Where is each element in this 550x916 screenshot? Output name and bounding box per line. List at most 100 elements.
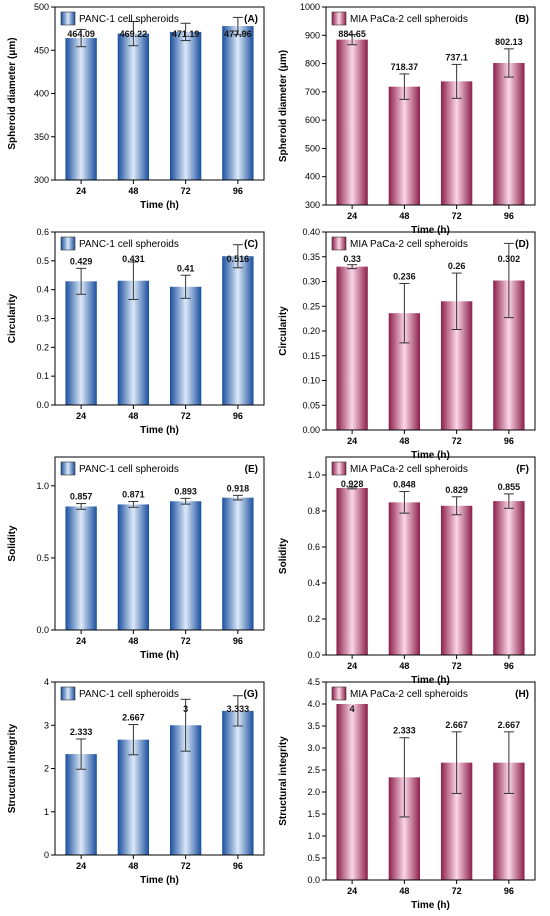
- y-tick-label: 0: [44, 850, 49, 860]
- x-axis-label: Time (h): [411, 900, 450, 911]
- bar: [336, 39, 368, 206]
- data-label: 0.871: [122, 490, 145, 500]
- y-tick-label: 0.10: [302, 376, 320, 386]
- panel-letter: (F): [516, 464, 529, 475]
- legend-swatch: [331, 236, 347, 251]
- x-tick-label: 72: [181, 861, 191, 871]
- y-tick-label: 0.00: [302, 425, 320, 435]
- x-axis-label: Time (h): [411, 675, 450, 686]
- data-label: 2.667: [498, 720, 521, 730]
- y-tick-label: 4.5: [307, 677, 320, 687]
- x-tick-label: 96: [504, 886, 514, 896]
- x-tick-label: 96: [504, 436, 514, 446]
- data-label: 0.893: [174, 486, 197, 496]
- y-tick-label: 3.0: [307, 743, 320, 753]
- data-label: 737.1: [445, 52, 468, 62]
- legend-swatch: [331, 686, 347, 701]
- panel-c: 0.429 24 0.431 48 0.41 72 0.516 96 0.0 0.1 0.2 0.3 0…: [7, 227, 265, 436]
- panel-b: 884.65 24 718.37 48 737.1 72 802.13 96 300 400 500…: [278, 2, 536, 236]
- legend-swatch: [60, 236, 76, 251]
- y-tick-label: 0.20: [302, 326, 320, 336]
- data-label: 2.333: [393, 726, 416, 736]
- y-tick-label: 2.0: [307, 787, 320, 797]
- y-tick-label: 400: [34, 89, 49, 99]
- data-label: 3: [183, 704, 188, 714]
- legend-label: MIA PaCa-2 cell spheroids: [350, 14, 468, 25]
- x-tick-label: 24: [76, 861, 86, 871]
- x-axis-label: Time (h): [411, 225, 450, 236]
- panel-letter: (G): [244, 689, 258, 700]
- x-tick-label: 72: [452, 661, 462, 671]
- x-axis-label: Time (h): [140, 650, 179, 661]
- y-tick-label: 1.0: [307, 470, 320, 480]
- y-tick-label: 0.2: [307, 614, 320, 624]
- data-label: 0.33: [343, 254, 361, 264]
- x-tick-label: 24: [347, 436, 357, 446]
- x-tick-label: 24: [347, 886, 357, 896]
- data-label: 718.37: [391, 62, 419, 72]
- x-tick-label: 24: [347, 661, 357, 671]
- y-tick-label: 350: [34, 132, 49, 142]
- y-axis-label: Solidity: [7, 525, 18, 562]
- legend-label: MIA PaCa-2 cell spheroids: [350, 464, 468, 475]
- bar: [336, 704, 368, 880]
- x-tick-label: 72: [181, 411, 191, 421]
- panel-letter: (A): [244, 14, 258, 25]
- bar: [65, 281, 97, 405]
- y-tick-label: 500: [305, 143, 320, 153]
- legend-label: PANC-1 cell spheroids: [79, 464, 179, 475]
- data-label: 0.431: [122, 254, 145, 264]
- x-tick-label: 48: [128, 411, 138, 421]
- data-label: 0.848: [393, 480, 416, 490]
- panel-letter: (B): [515, 14, 529, 25]
- data-label: 4: [350, 704, 355, 714]
- legend-label: PANC-1 cell spheroids: [79, 239, 179, 250]
- x-tick-label: 48: [399, 661, 409, 671]
- x-tick-label: 96: [233, 861, 243, 871]
- x-tick-label: 48: [128, 186, 138, 196]
- y-tick-label: 0.0: [307, 650, 320, 660]
- data-label: 2.333: [70, 727, 93, 737]
- bar: [65, 38, 97, 180]
- legend-label: MIA PaCa-2 cell spheroids: [350, 689, 468, 700]
- y-tick-label: 0.3: [36, 314, 49, 324]
- panel-letter: (D): [515, 239, 529, 250]
- y-tick-label: 0.25: [302, 301, 320, 311]
- data-label: 477.96: [224, 29, 252, 39]
- bar: [493, 62, 525, 205]
- x-tick-label: 72: [452, 886, 462, 896]
- x-axis-label: Time (h): [140, 425, 179, 436]
- bar: [336, 487, 368, 655]
- panel-letter: (E): [245, 464, 258, 475]
- x-tick-label: 24: [76, 411, 86, 421]
- x-tick-label: 48: [128, 636, 138, 646]
- y-tick-label: 0.15: [302, 351, 320, 361]
- data-label: 0.26: [448, 261, 466, 271]
- y-tick-label: 3: [44, 720, 49, 730]
- bar: [65, 754, 97, 855]
- y-axis-label: Circularity: [7, 293, 18, 343]
- x-tick-label: 96: [233, 186, 243, 196]
- data-label: 0.857: [70, 492, 93, 502]
- y-tick-label: 0.5: [36, 553, 49, 563]
- data-label: 2.667: [445, 720, 468, 730]
- y-tick-label: 400: [305, 172, 320, 182]
- x-axis-label: Time (h): [140, 875, 179, 886]
- panel-h: 4 24 2.333 48 2.667 72 2.667 96 0.0 0.5 1.0 1.5 2.0 2…: [278, 677, 536, 911]
- y-tick-label: 0.4: [307, 578, 320, 588]
- y-tick-label: 300: [305, 200, 320, 210]
- panel-g: 2.333 24 2.667 48 3 72 3.333 96 0 1 2 3 4 Time (h) Str…: [7, 677, 265, 886]
- data-label: 0.236: [393, 271, 416, 281]
- x-tick-label: 96: [233, 411, 243, 421]
- x-tick-label: 24: [76, 186, 86, 196]
- y-axis-label: Circularity: [278, 306, 289, 356]
- y-tick-label: 0.1: [36, 371, 49, 381]
- y-tick-label: 0.5: [36, 256, 49, 266]
- y-tick-label: 1: [44, 807, 49, 817]
- panel-letter: (H): [515, 689, 529, 700]
- legend-swatch: [331, 11, 347, 26]
- y-tick-label: 0.0: [36, 625, 49, 635]
- x-tick-label: 72: [181, 186, 191, 196]
- legend-swatch: [60, 11, 76, 26]
